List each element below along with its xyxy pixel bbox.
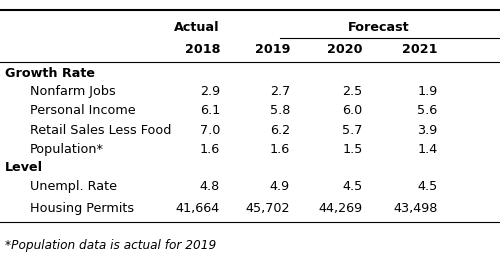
- Text: Growth Rate: Growth Rate: [5, 67, 95, 81]
- Text: 6.1: 6.1: [200, 104, 220, 118]
- Text: 44,269: 44,269: [318, 202, 362, 215]
- Text: Population*: Population*: [30, 143, 104, 156]
- Text: Level: Level: [5, 161, 43, 174]
- Text: 6.2: 6.2: [270, 124, 290, 137]
- Text: 5.8: 5.8: [270, 104, 290, 118]
- Text: 4.5: 4.5: [342, 180, 362, 193]
- Text: 1.5: 1.5: [342, 143, 362, 156]
- Text: 4.8: 4.8: [200, 180, 220, 193]
- Text: 45,702: 45,702: [246, 202, 290, 215]
- Text: 2020: 2020: [327, 43, 362, 56]
- Text: 1.9: 1.9: [417, 85, 438, 98]
- Text: 5.6: 5.6: [417, 104, 438, 118]
- Text: Forecast: Forecast: [348, 21, 410, 34]
- Text: 41,664: 41,664: [176, 202, 220, 215]
- Text: Retail Sales Less Food: Retail Sales Less Food: [30, 124, 172, 137]
- Text: 4.5: 4.5: [417, 180, 438, 193]
- Text: 2.7: 2.7: [270, 85, 290, 98]
- Text: 6.0: 6.0: [342, 104, 362, 118]
- Text: Unempl. Rate: Unempl. Rate: [30, 180, 117, 193]
- Text: 3.9: 3.9: [417, 124, 438, 137]
- Text: Actual: Actual: [174, 21, 220, 34]
- Text: 1.4: 1.4: [417, 143, 438, 156]
- Text: 2.9: 2.9: [200, 85, 220, 98]
- Text: 7.0: 7.0: [200, 124, 220, 137]
- Text: 2018: 2018: [184, 43, 220, 56]
- Text: 43,498: 43,498: [393, 202, 438, 215]
- Text: 5.7: 5.7: [342, 124, 362, 137]
- Text: Housing Permits: Housing Permits: [30, 202, 134, 215]
- Text: 4.9: 4.9: [270, 180, 290, 193]
- Text: 2019: 2019: [254, 43, 290, 56]
- Text: *Population data is actual for 2019: *Population data is actual for 2019: [5, 239, 216, 252]
- Text: 2.5: 2.5: [342, 85, 362, 98]
- Text: 1.6: 1.6: [270, 143, 290, 156]
- Text: Nonfarm Jobs: Nonfarm Jobs: [30, 85, 116, 98]
- Text: 1.6: 1.6: [200, 143, 220, 156]
- Text: 2021: 2021: [402, 43, 438, 56]
- Text: Personal Income: Personal Income: [30, 104, 136, 118]
